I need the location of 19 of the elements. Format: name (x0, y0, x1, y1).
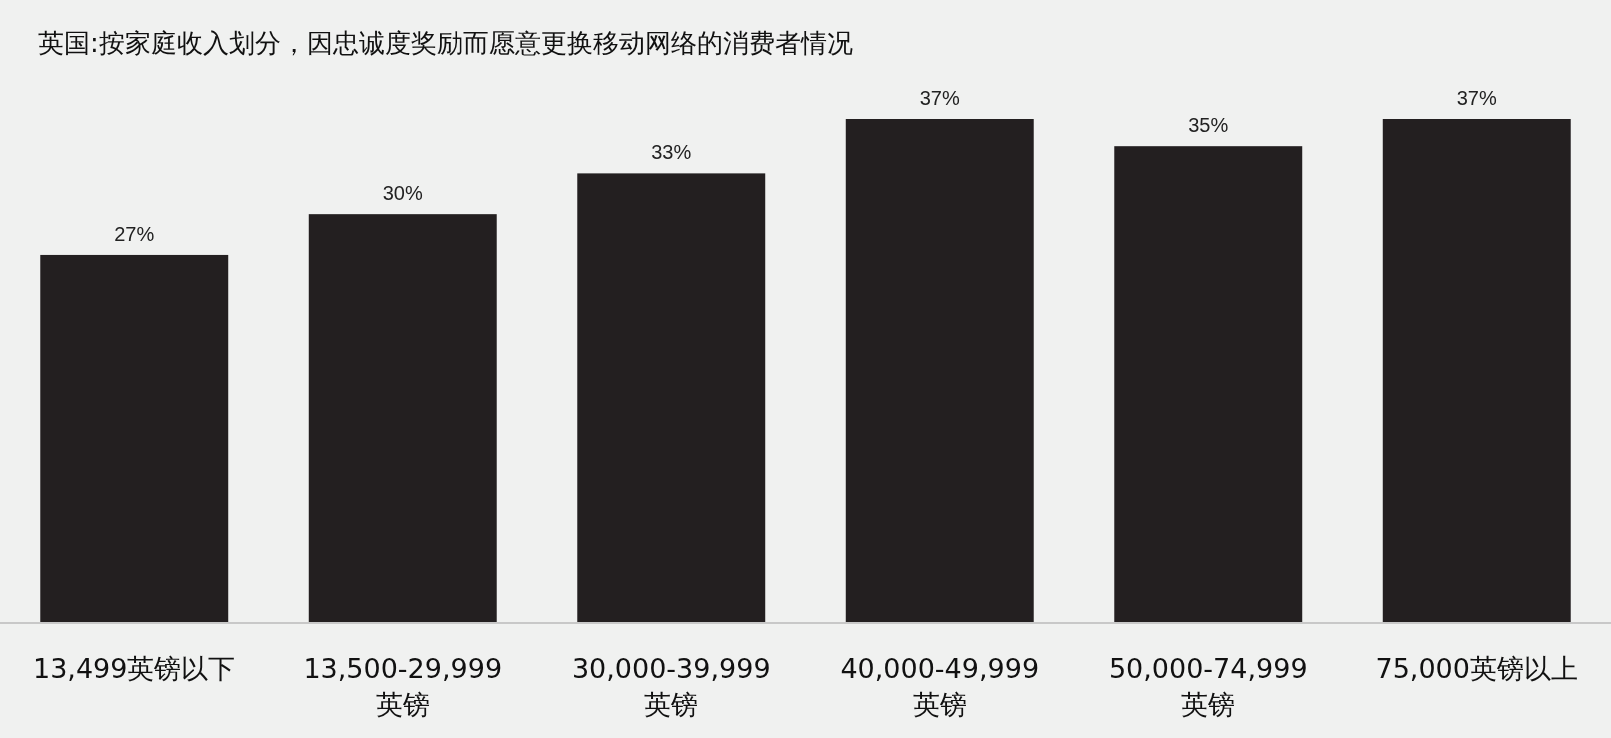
x-tick-label: 13,499英镑以下 (33, 653, 236, 684)
x-tick-label: 30,000-39,999 英镑 (571, 653, 771, 720)
data-label: 33% (651, 141, 692, 164)
data-label: 37% (1456, 87, 1497, 109)
chart-title: 英国:按家庭收入划分，因忠诚度奖励而愿意更换移动网络的消费者情况 (38, 28, 853, 58)
x-tick-label: 75,000英镑以上 (1375, 653, 1578, 684)
bar (577, 173, 766, 622)
data-label: 27% (114, 222, 155, 245)
data-label: 35% (1188, 114, 1229, 137)
bar (1382, 119, 1571, 622)
data-label: 37% (919, 87, 960, 109)
bar (1114, 146, 1303, 622)
bar (40, 254, 229, 622)
data-label: 30% (382, 182, 423, 205)
x-tick-label: 13,500-29,999 英镑 (303, 653, 503, 720)
x-tick-label: 40,000-49,999 英镑 (840, 653, 1040, 720)
x-tick-label: 50,000-74,999 英镑 (1108, 653, 1308, 720)
bar (845, 119, 1034, 622)
bar (308, 214, 497, 622)
